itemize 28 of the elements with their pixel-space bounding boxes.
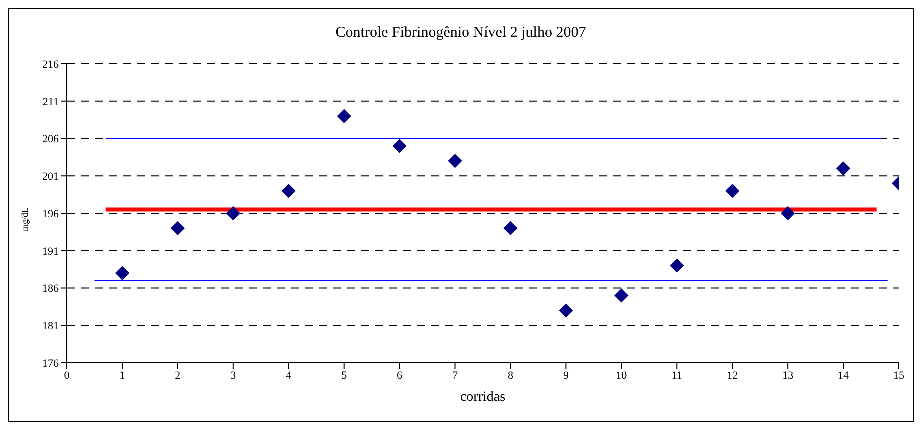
x-tick-label: 10 xyxy=(616,370,628,382)
x-tick-label: 7 xyxy=(452,370,459,382)
y-tick-label: 196 xyxy=(42,208,60,220)
x-tick-label: 12 xyxy=(727,370,738,382)
y-tick-label: 176 xyxy=(42,358,60,370)
x-tick-label: 0 xyxy=(64,370,70,382)
x-tick-label: 1 xyxy=(120,370,126,382)
y-tick-label: 181 xyxy=(42,320,59,333)
y-tick-label: 186 xyxy=(42,283,60,296)
x-tick-label: 4 xyxy=(286,370,292,382)
chart-title: Controle Fibrinogênio Nível 2 julho 2007 xyxy=(334,25,588,42)
x-tick-label: 14 xyxy=(838,370,850,382)
y-tick-label: 201 xyxy=(42,171,59,184)
x-tick-label: 5 xyxy=(342,370,348,382)
x-tick-label: 11 xyxy=(672,370,682,382)
y-axis-title: mg/dL xyxy=(20,208,30,232)
x-tick-label: 15 xyxy=(894,370,905,382)
x-tick-label: 2 xyxy=(175,370,181,382)
x-tick-label: 3 xyxy=(230,370,237,382)
x-tick-label: 8 xyxy=(508,370,514,382)
x-axis-title: corridas xyxy=(460,390,506,405)
y-tick-label: 206 xyxy=(42,134,60,146)
x-tick-label: 6 xyxy=(397,370,404,382)
x-tick-label: 9 xyxy=(563,370,570,382)
y-tick-label: 191 xyxy=(42,246,59,258)
y-tick-label: 216 xyxy=(42,58,60,71)
x-tick-label: 13 xyxy=(782,370,794,382)
y-tick-label: 211 xyxy=(42,96,59,108)
